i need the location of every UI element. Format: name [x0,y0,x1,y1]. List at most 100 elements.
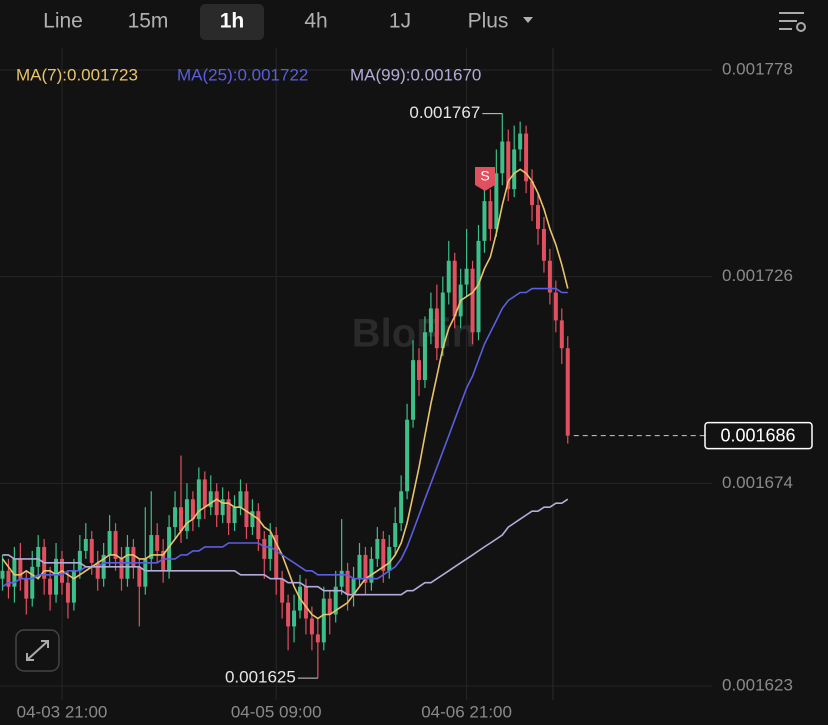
candle-body [220,499,225,516]
candle-body [24,578,29,599]
high-annotation: 0.001767 [409,103,480,122]
candle-body [375,539,380,559]
candle-body [434,308,439,349]
candle-body [48,578,53,595]
x-tick-label: 04-05 09:00 [231,702,322,721]
candle-body [363,554,368,583]
candle-body [77,550,82,571]
candle-body [530,181,535,206]
candle-body [167,527,172,571]
candle-body [107,531,112,555]
candle-body [256,511,261,539]
candle-body [208,491,213,508]
x-tick-label: 04-06 21:00 [421,702,512,721]
candle-body [292,610,297,627]
legend-entry: MA(99):0.001670 [350,65,481,84]
candle-body [184,499,189,532]
candle-body [286,602,291,627]
candle-body [476,240,481,333]
y-tick-label: 0.001623 [722,676,793,695]
low-annotation: 0.001625 [225,668,296,687]
candle-body [131,546,136,567]
candle-body [226,499,231,524]
candle-body [393,523,398,547]
candle-body [65,582,70,603]
candle-body [18,558,23,579]
settings-icon[interactable] [779,12,806,32]
candle-body [351,578,356,595]
candle-body [315,634,320,643]
candle-body [173,507,178,528]
ma-line [1,168,569,620]
y-tick-label: 0.001778 [722,59,793,78]
candle-body [113,531,118,559]
candle-body [232,507,237,524]
candle-body [369,558,374,583]
candle-body [339,570,344,587]
candle-body [161,550,166,571]
candle-body [119,558,124,579]
candle-body [536,205,540,229]
candle-body [417,360,421,380]
expand-button[interactable] [15,629,60,672]
timeframe-tab[interactable]: Plus [468,10,509,33]
dropdown-arrow [523,17,533,23]
sell-signal-bg [475,167,495,191]
candle-body [274,535,279,579]
candle-body [524,133,529,182]
candle-body [214,491,219,516]
candle-body [12,558,17,587]
candle-body [446,260,451,293]
candle-body [500,141,505,174]
candle-body [143,558,148,587]
candle-body [381,539,386,571]
candle-body [357,554,362,579]
candle-body [303,586,308,619]
candle-body [309,618,314,635]
candle-body [244,491,249,528]
last-price-box [704,421,813,450]
candle-body [405,419,410,492]
candle-body [327,598,332,615]
timeframe-tab[interactable]: 1J [389,10,411,33]
candle-body [470,268,475,333]
timeframe-tab[interactable]: Line [43,10,83,33]
candle-body [190,499,195,520]
candle-body [71,570,76,603]
candle-body [506,141,511,190]
timeframe-tab[interactable]: 15m [128,10,169,33]
candle-body [411,360,416,420]
candle-body [547,260,552,293]
candle-body [202,479,207,508]
candle-body [345,570,350,595]
candle-body [0,570,5,579]
candle-body [488,201,493,229]
candle-body [565,348,570,436]
watermark: BloFin [352,312,476,356]
y-tick-label: 0.001674 [722,473,793,492]
candle-body [54,558,59,595]
candle-body [30,566,35,599]
candle-body [494,173,499,229]
timeframe-tab[interactable]: 4h [304,10,327,33]
candle-body [280,578,285,603]
candle-body [482,201,487,241]
candle-body [440,292,445,349]
candle-body [89,539,94,563]
candle-body [83,539,88,551]
y-tick-label: 0.001726 [722,266,793,285]
ma-line [2,498,569,596]
candle-body [238,491,243,508]
candle-body [518,133,523,150]
candle-body [428,308,433,333]
candle-body [95,562,100,579]
candle-body [422,332,427,380]
timeframe-tab[interactable]: 1h [220,10,245,33]
candle-body [399,491,404,524]
candle-body [262,539,267,559]
candle-body [553,292,558,321]
selected-tab-bg [200,4,264,40]
candle-body [179,507,183,532]
legend-entry: MA(7):0.001723 [16,65,138,84]
